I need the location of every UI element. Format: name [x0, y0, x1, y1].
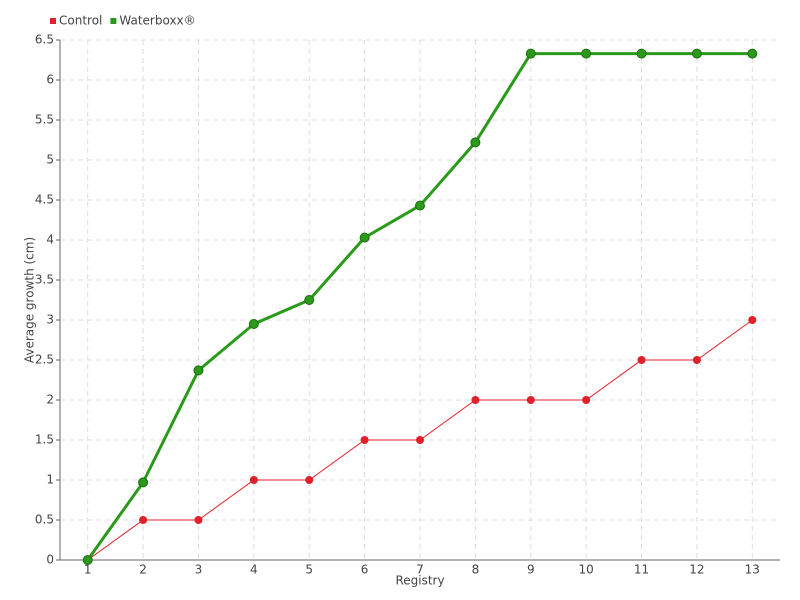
x-tick-label: 8	[472, 563, 480, 577]
legend-label: Control	[59, 14, 102, 28]
y-tick-label: 4.5	[35, 193, 54, 207]
x-tick-label: 1	[84, 563, 92, 577]
data-point	[581, 48, 592, 59]
data-point	[415, 200, 425, 211]
data-point	[691, 48, 702, 59]
data-point	[526, 396, 535, 404]
x-tick-label: 2	[139, 563, 147, 577]
data-point	[582, 396, 591, 404]
y-tick-label: 3	[46, 313, 54, 327]
y-tick-label: 0	[46, 553, 54, 567]
data-point	[692, 356, 701, 364]
y-tick-label: 1	[46, 473, 54, 487]
data-point	[416, 436, 424, 444]
y-tick-label: 0.5	[35, 513, 54, 527]
data-point	[82, 555, 93, 565]
data-point	[248, 319, 259, 329]
x-tick-label: 5	[305, 563, 313, 577]
data-point	[359, 232, 370, 243]
y-tick-label: 5.5	[35, 113, 54, 127]
x-tick-label: 11	[634, 563, 649, 577]
x-tick-label: 12	[689, 563, 704, 577]
y-tick-label: 2	[46, 393, 54, 407]
data-point	[471, 396, 480, 404]
legend-label: Waterboxx®	[119, 14, 195, 28]
x-tick-label: 3	[195, 563, 203, 577]
data-point	[470, 137, 481, 148]
data-point	[249, 476, 258, 484]
data-point	[305, 476, 314, 484]
data-point	[194, 516, 203, 524]
y-tick-label: 6.5	[35, 33, 54, 47]
data-point	[138, 477, 149, 488]
data-point	[747, 48, 758, 59]
y-tick-label: 1.5	[35, 433, 54, 447]
data-point	[304, 295, 315, 305]
y-tick-label: 5	[46, 153, 54, 167]
y-tick-label: 3.5	[35, 273, 54, 287]
data-point	[139, 516, 148, 524]
x-tick-label: 7	[416, 563, 424, 577]
x-tick-label: 6	[361, 563, 369, 577]
legend-swatch	[50, 18, 56, 24]
x-tick-label: 9	[527, 563, 535, 577]
x-tick-label: 13	[745, 563, 760, 577]
data-point	[637, 356, 646, 364]
y-axis-label: Average growth (cm)	[23, 237, 37, 363]
x-tick-label: 4	[250, 563, 258, 577]
data-point	[193, 365, 204, 376]
legend-swatch	[110, 18, 117, 24]
data-point	[748, 316, 757, 324]
y-tick-label: 2.5	[35, 353, 54, 367]
y-tick-label: 6	[46, 73, 54, 87]
x-tick-label: 10	[579, 563, 594, 577]
data-point	[525, 48, 536, 59]
data-point	[636, 48, 647, 59]
x-axis-label: Registry	[395, 574, 444, 588]
data-point	[360, 436, 369, 444]
y-tick-label: 4	[46, 233, 54, 247]
